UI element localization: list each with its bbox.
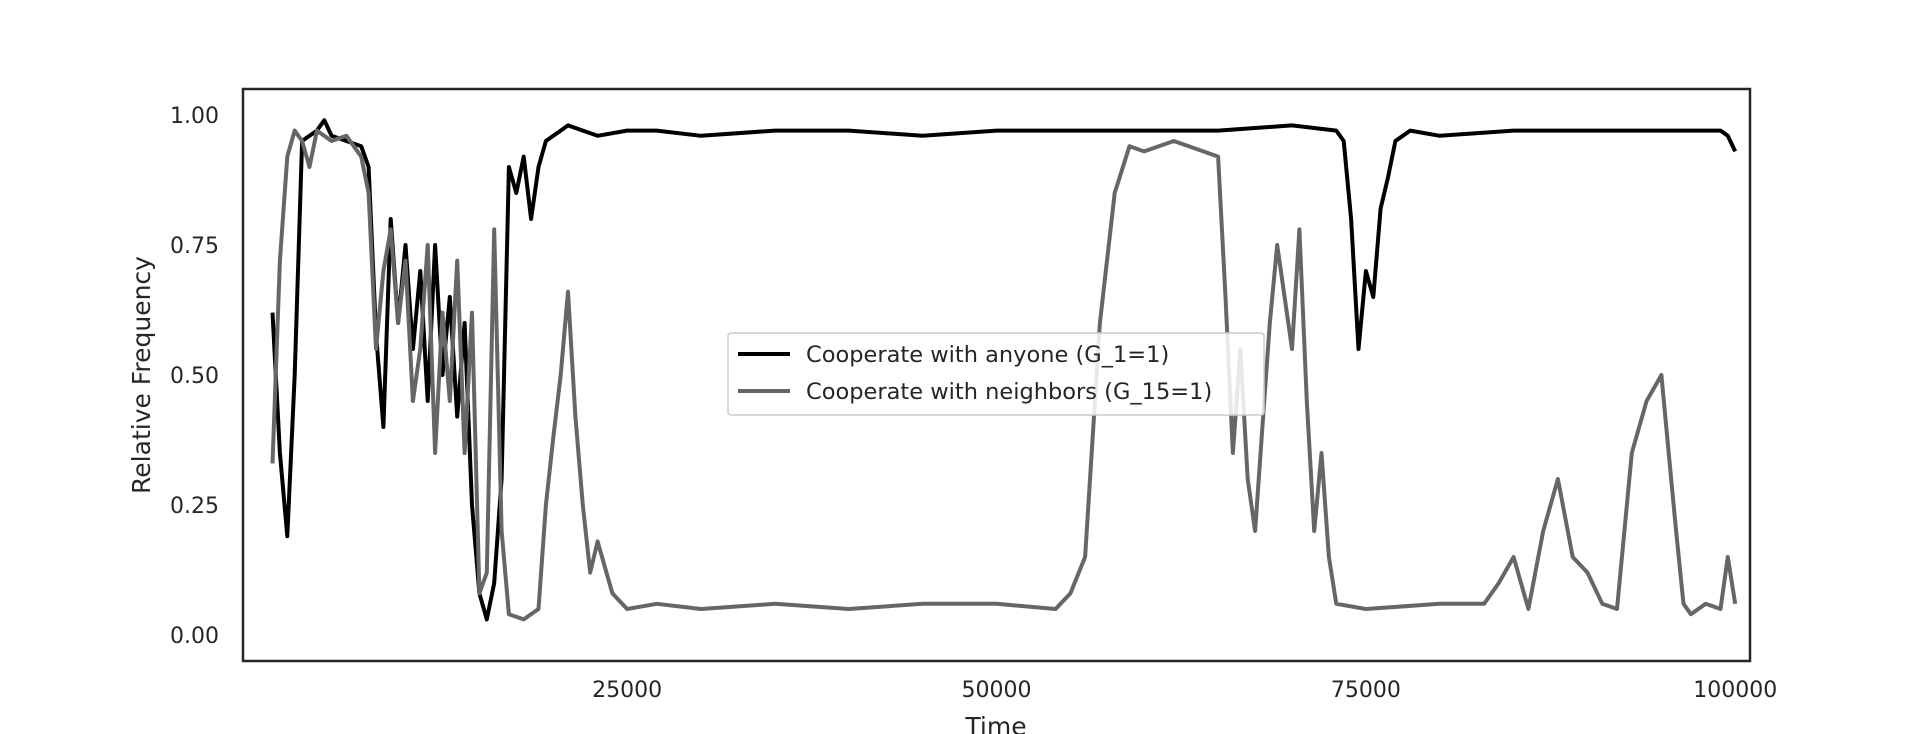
x-tick-label: 75000: [1331, 678, 1401, 703]
y-tick-label: 0.00: [170, 624, 219, 649]
x-tick-labels: 25000 50000 75000 100000: [592, 678, 1777, 703]
y-tick-label: 0.75: [170, 234, 219, 259]
y-tick-label: 0.50: [170, 364, 219, 389]
x-axis-label: Time: [964, 712, 1026, 734]
x-tick-label: 100000: [1693, 678, 1777, 703]
legend-label-anyone: Cooperate with anyone (G_1=1): [806, 342, 1169, 368]
x-tick-label: 25000: [592, 678, 662, 703]
y-tick-label: 1.00: [170, 104, 219, 129]
y-tick-labels: 0.00 0.25 0.50 0.75 1.00: [170, 104, 219, 649]
legend: Cooperate with anyone (G_1=1) Cooperate …: [728, 333, 1264, 415]
x-tick-label: 50000: [962, 678, 1032, 703]
y-tick-label: 0.25: [170, 494, 219, 519]
legend-label-neighbors: Cooperate with neighbors (G_15=1): [806, 379, 1212, 405]
y-axis-label: Relative Frequency: [127, 256, 156, 494]
